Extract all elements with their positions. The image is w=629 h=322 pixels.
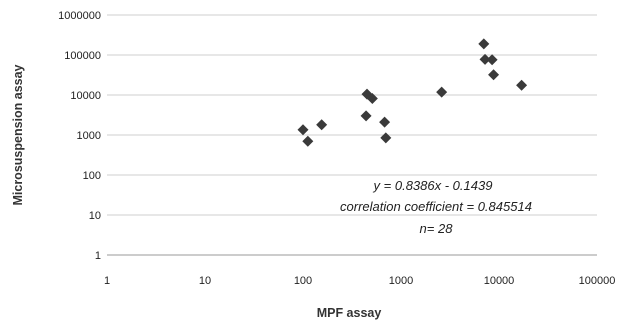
- data-point-13: [516, 79, 528, 91]
- data-point-12: [488, 69, 500, 81]
- data-point-6: [379, 116, 391, 128]
- y-tick-label: 100000: [64, 50, 101, 62]
- data-point-0: [297, 124, 309, 136]
- grid-lines: [107, 14, 597, 256]
- correlation-coefficient: correlation coefficient = 0.845514: [340, 199, 532, 214]
- x-tick-label: 10: [199, 275, 211, 287]
- data-point-2: [316, 119, 328, 131]
- y-tick-label: 10: [89, 210, 101, 222]
- data-point-8: [436, 86, 448, 98]
- y-axis-title: Microsuspension assay: [11, 64, 25, 205]
- y-tick-label: 1: [95, 250, 101, 262]
- y-tick-labels: 1 10 100 1000 10000 100000 1000000: [58, 10, 101, 262]
- x-tick-label: 1: [104, 275, 110, 287]
- regression-equation: y = 0.8386x - 0.1439: [373, 178, 493, 193]
- x-tick-label: 1000: [389, 275, 413, 287]
- data-points: [297, 38, 528, 147]
- data-point-3: [360, 110, 372, 122]
- sample-size: n= 28: [420, 221, 454, 236]
- y-tick-label: 1000: [77, 130, 101, 142]
- x-tick-label: 100: [294, 275, 312, 287]
- data-point-1: [302, 135, 314, 147]
- data-point-9: [478, 38, 490, 50]
- data-point-5: [366, 92, 378, 104]
- x-tick-labels: 1 10 100 1000 10000 100000: [104, 275, 615, 287]
- x-tick-label: 10000: [484, 275, 515, 287]
- x-axis-title: MPF assay: [317, 306, 382, 320]
- data-point-11: [486, 54, 498, 66]
- x-tick-label: 100000: [579, 275, 616, 287]
- data-point-7: [380, 132, 392, 144]
- y-tick-label: 1000000: [58, 10, 101, 22]
- y-tick-label: 100: [83, 170, 101, 182]
- y-tick-label: 10000: [70, 90, 101, 102]
- data-point-10: [479, 53, 491, 65]
